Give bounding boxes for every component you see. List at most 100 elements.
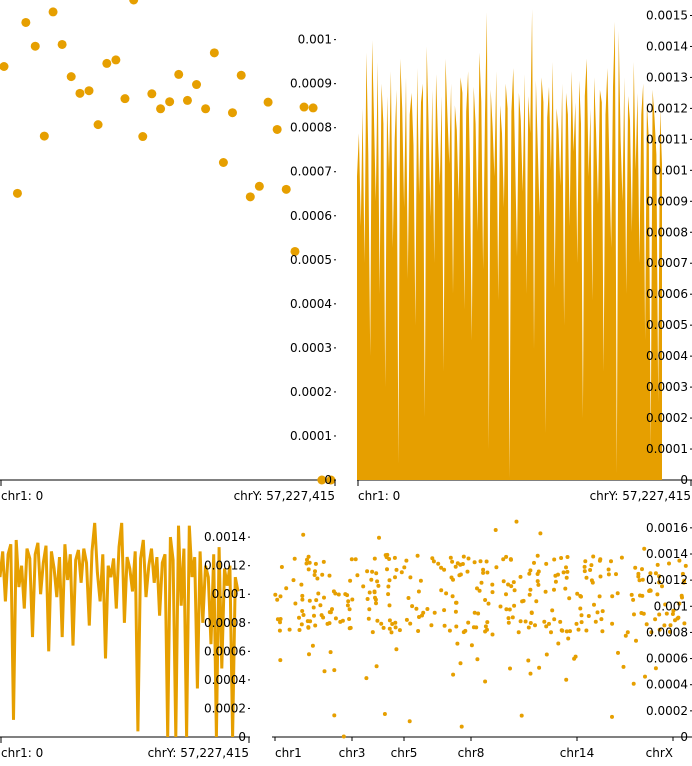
data-point xyxy=(287,627,292,632)
data-point xyxy=(442,623,447,628)
y-tick-label: 0.0008 xyxy=(204,616,246,630)
data-point xyxy=(432,610,437,615)
data-point xyxy=(300,597,305,602)
data-point xyxy=(370,630,375,635)
data-point xyxy=(347,607,352,612)
y-tick-label: 0.0006 xyxy=(290,209,332,223)
y-tick-label: 0.0002 xyxy=(646,704,688,718)
data-point xyxy=(538,531,543,536)
data-point xyxy=(156,104,166,114)
data-point xyxy=(477,588,482,593)
data-point xyxy=(484,559,489,564)
data-point xyxy=(332,668,337,673)
data-point xyxy=(595,610,600,615)
data-point xyxy=(291,578,296,583)
data-point xyxy=(568,629,572,634)
data-point xyxy=(543,589,548,594)
data-point xyxy=(498,604,503,609)
data-point xyxy=(636,574,641,579)
data-point xyxy=(66,72,76,82)
data-point xyxy=(516,630,521,635)
data-point xyxy=(390,622,395,626)
y-tick-label: 0.0013 xyxy=(646,70,688,84)
data-point xyxy=(278,594,283,599)
data-point xyxy=(312,573,317,577)
data-point xyxy=(631,597,636,602)
data-point xyxy=(527,592,532,597)
data-point xyxy=(504,554,509,559)
area-series xyxy=(357,9,662,481)
data-point xyxy=(348,625,353,630)
data-point xyxy=(576,627,581,632)
data-point xyxy=(550,608,555,613)
y-tick-label: 0.0012 xyxy=(646,101,688,115)
data-point xyxy=(472,610,477,615)
data-point xyxy=(320,572,325,577)
y-tick-label: 0.0004 xyxy=(646,678,688,692)
data-point xyxy=(300,593,305,598)
data-point xyxy=(552,587,556,592)
data-point xyxy=(455,641,460,646)
data-point xyxy=(365,569,370,574)
data-point xyxy=(662,623,667,628)
panel-1: 0 0.0001 0.0002 0.0003 0.0004 0.0005 0.0006 0.0… xyxy=(0,0,336,503)
data-point xyxy=(0,61,9,71)
data-point xyxy=(528,587,533,592)
data-point xyxy=(451,672,456,677)
data-point xyxy=(425,607,430,611)
data-point xyxy=(523,619,528,624)
data-point xyxy=(633,565,638,570)
data-point xyxy=(598,557,603,562)
y-tick-label: 0.0001 xyxy=(290,429,332,443)
data-point xyxy=(319,613,324,618)
data-point xyxy=(306,567,311,572)
data-point xyxy=(306,554,311,559)
data-point xyxy=(449,575,454,580)
x-range-start-label: chr1: 0 xyxy=(1,489,43,503)
data-point xyxy=(609,559,613,564)
x-tick-label: chr1 xyxy=(275,746,302,760)
panel-3: 0 0.0002 0.0004 0.0006 0.0008 0.001 0.0012 0.00… xyxy=(0,522,250,760)
data-point xyxy=(355,573,360,578)
data-point xyxy=(192,80,202,90)
data-point xyxy=(450,559,455,564)
data-point xyxy=(578,594,583,598)
y-tick-label: 0.0006 xyxy=(646,652,688,666)
data-point xyxy=(533,623,537,628)
data-point xyxy=(447,628,452,633)
data-point xyxy=(377,535,381,540)
data-point xyxy=(606,567,611,572)
data-point xyxy=(370,569,375,574)
x-tick-label: chrX xyxy=(646,746,673,760)
y-tick-label: 0.001 xyxy=(298,33,332,47)
data-point xyxy=(490,590,495,595)
data-point xyxy=(304,561,309,566)
data-point xyxy=(322,669,327,674)
data-point xyxy=(490,632,495,637)
y-tick-label: 0.0014 xyxy=(646,547,688,561)
data-point xyxy=(305,557,309,562)
y-tick-label: 0.0002 xyxy=(204,701,246,715)
data-point xyxy=(382,712,387,716)
data-point xyxy=(387,603,392,608)
y-tick-label: 0.0008 xyxy=(646,225,688,239)
data-point xyxy=(668,623,673,628)
data-point xyxy=(544,652,549,657)
y-tick-label: 0.0004 xyxy=(646,349,688,363)
data-point xyxy=(506,620,511,625)
x-range-end-label: chrY: 57,227,415 xyxy=(590,489,691,503)
data-point xyxy=(279,565,284,569)
y-tick-label: 0.0009 xyxy=(646,194,688,208)
data-point xyxy=(318,603,323,608)
data-point xyxy=(299,102,309,112)
data-point xyxy=(526,658,531,663)
data-point xyxy=(610,714,614,719)
data-point xyxy=(290,246,300,256)
data-point xyxy=(509,557,513,562)
data-point xyxy=(387,618,392,623)
data-point xyxy=(307,652,311,657)
data-point xyxy=(559,556,564,560)
data-point xyxy=(476,611,481,616)
y-tick-label: 0.0001 xyxy=(646,442,688,456)
